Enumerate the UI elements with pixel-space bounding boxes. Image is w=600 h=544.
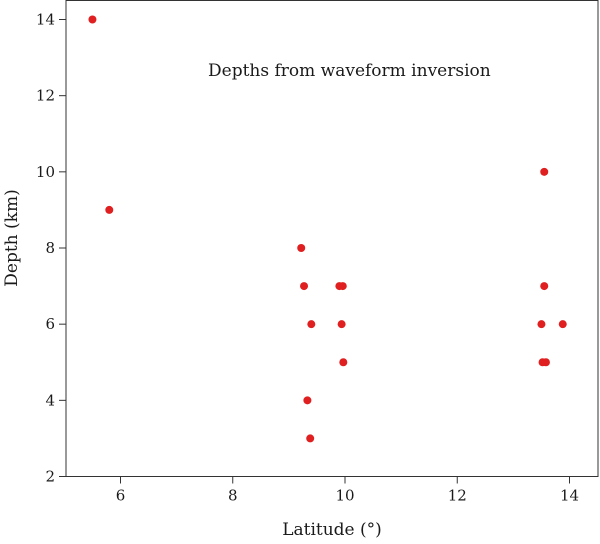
x-tick-label: 6 — [116, 487, 126, 505]
data-point — [339, 358, 348, 367]
data-point — [88, 15, 97, 24]
data-point — [307, 320, 316, 329]
data-point — [338, 282, 347, 291]
y-axis-label: Depth (km) — [2, 189, 22, 286]
data-point — [306, 434, 315, 443]
y-tick-label: 14 — [36, 11, 55, 29]
y-tick-label: 12 — [36, 87, 55, 105]
data-point — [540, 282, 549, 291]
data-point — [337, 320, 346, 329]
data-point — [558, 320, 567, 329]
y-tick-label: 6 — [45, 315, 55, 333]
x-tick-label: 12 — [448, 487, 467, 505]
data-points — [88, 15, 567, 443]
x-tick-label: 14 — [560, 487, 579, 505]
y-tick-label: 8 — [45, 239, 55, 257]
x-tick-label: 10 — [335, 487, 354, 505]
x-tick-label: 8 — [228, 487, 238, 505]
data-point — [297, 244, 306, 253]
chart-annotation: Depths from waveform inversion — [208, 61, 491, 81]
data-point — [537, 320, 546, 329]
plot-frame — [65, 0, 599, 477]
data-point — [541, 358, 550, 367]
y-tick-label: 4 — [45, 391, 55, 409]
y-tick-label: 10 — [36, 163, 55, 181]
y-axis: 2 4 6 8 10 12 14 — [36, 11, 66, 486]
data-point — [540, 167, 549, 176]
data-point — [300, 282, 309, 291]
data-point — [303, 396, 312, 405]
data-point — [105, 205, 114, 214]
x-axis: 6 8 10 12 14 — [116, 476, 579, 505]
y-tick-label: 2 — [45, 468, 55, 486]
x-axis-label: Latitude (°) — [282, 520, 382, 540]
